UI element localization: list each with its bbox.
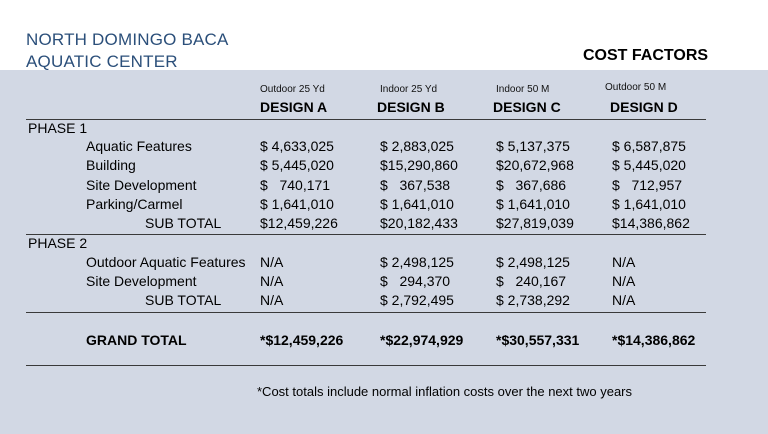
design-a-header: DESIGN A — [260, 99, 328, 115]
phase2-row-label: Site Development — [86, 273, 197, 289]
phase1-subtotal-cell: $12,459,226 — [260, 215, 338, 231]
phase1-subtotal-label: SUB TOTAL — [145, 215, 222, 231]
design-c-header: DESIGN C — [493, 99, 561, 115]
phase1-row-label: Parking/Carmel — [86, 196, 183, 212]
phase2-cell: N/A — [612, 254, 636, 270]
phase1-row-label: Building — [86, 157, 136, 173]
design-a-subtitle: Outdoor 25 Yd — [260, 84, 325, 95]
phase2-subtotal-cell: N/A — [612, 292, 636, 308]
phase2-cell: N/A — [260, 254, 284, 270]
phase1-cell: $ 2,883,025 — [380, 138, 454, 154]
phase1-subtotal-cell: $20,182,433 — [380, 215, 458, 231]
design-b-header: DESIGN B — [377, 99, 445, 115]
header-divider — [26, 119, 706, 120]
phase1-cell: $ 740,171 — [260, 177, 331, 193]
phase-divider — [26, 234, 706, 235]
design-d-subtitle: Outdoor 50 M — [605, 82, 667, 93]
phase2-subtotal-label: SUB TOTAL — [145, 292, 222, 308]
grand-total-cell: *$30,557,331 — [496, 332, 580, 348]
phase2-row-label: Outdoor Aquatic Features — [86, 254, 246, 270]
title-line-2: AQUATIC CENTER — [26, 52, 178, 71]
phase2-cell: $ 2,498,125 — [496, 254, 570, 270]
phase1-cell: $ 367,686 — [496, 177, 567, 193]
phase1-cell: $ 5,445,020 — [260, 157, 334, 173]
phase2-subtotal-cell: N/A — [260, 292, 284, 308]
phase1-label: PHASE 1 — [28, 120, 88, 136]
phase2-subtotal-cell: $ 2,792,495 — [380, 292, 454, 308]
phase2-cell: $ 240,167 — [496, 273, 567, 289]
phase1-cell: $ 5,445,020 — [612, 157, 686, 173]
phase1-row-label: Site Development — [86, 177, 197, 193]
phase1-cell: $ 4,633,025 — [260, 138, 334, 154]
footer-divider — [26, 365, 706, 366]
footnote: *Cost totals include normal inflation co… — [257, 384, 633, 399]
phase1-cell: $15,290,860 — [380, 157, 458, 173]
design-d-header: DESIGN D — [610, 99, 678, 115]
phase2-cell: N/A — [260, 273, 284, 289]
phase2-cell: $ 294,370 — [380, 273, 451, 289]
grand-total-cell: *$22,974,929 — [380, 332, 464, 348]
grand-total-cell: *$14,386,862 — [612, 332, 696, 348]
phase1-cell: $ 712,957 — [612, 177, 683, 193]
grand-total-cell: *$12,459,226 — [260, 332, 344, 348]
page-heading: COST FACTORS — [583, 47, 709, 64]
phase1-cell: $ 5,137,375 — [496, 138, 570, 154]
design-b-subtitle: Indoor 25 Yd — [380, 84, 438, 95]
phase1-cell: $ 1,641,010 — [612, 196, 686, 212]
grand-total-divider — [26, 312, 706, 313]
phase2-label: PHASE 2 — [28, 235, 88, 251]
phase2-cell: $ 2,498,125 — [380, 254, 454, 270]
grand-total-label: GRAND TOTAL — [86, 332, 187, 348]
phase2-subtotal-cell: $ 2,738,292 — [496, 292, 570, 308]
phase2-cell: N/A — [612, 273, 636, 289]
cost-table-panel — [0, 70, 768, 434]
phase1-cell: $20,672,968 — [496, 157, 574, 173]
title-line-1: NORTH DOMINGO BACA — [26, 30, 229, 49]
phase1-cell: $ 1,641,010 — [496, 196, 570, 212]
phase1-cell: $ 1,641,010 — [380, 196, 454, 212]
phase1-subtotal-cell: $27,819,039 — [496, 215, 574, 231]
phase1-subtotal-cell: $14,386,862 — [612, 215, 690, 231]
phase1-row-label: Aquatic Features — [86, 138, 192, 154]
phase1-cell: $ 6,587,875 — [612, 138, 686, 154]
design-c-subtitle: Indoor 50 M — [496, 84, 550, 95]
phase1-cell: $ 1,641,010 — [260, 196, 334, 212]
phase1-cell: $ 367,538 — [380, 177, 451, 193]
